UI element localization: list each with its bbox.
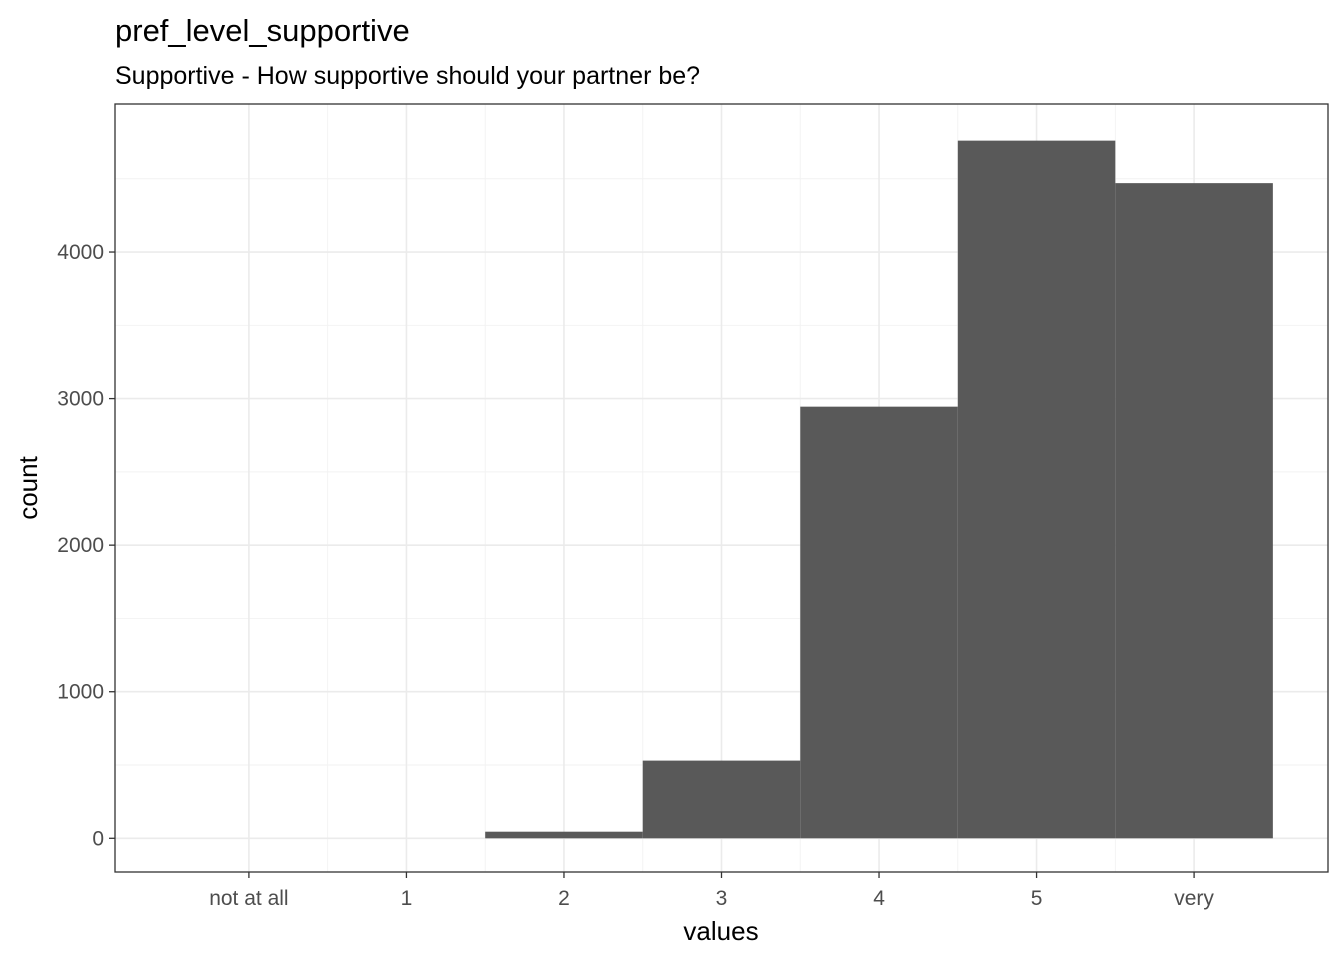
bar-very (1115, 183, 1273, 839)
y-axis-title: count (13, 455, 43, 519)
plot-panel (114, 103, 1329, 873)
bar-3 (642, 760, 801, 839)
bar-5 (957, 140, 1116, 839)
x-tick-label: not at all (209, 887, 288, 910)
x-axis: not at all 1 2 3 4 5 very (209, 872, 1214, 910)
x-tick-label: 5 (1031, 887, 1043, 910)
y-tick-label: 0 (92, 827, 104, 850)
chart-subtitle: Supportive - How supportive should your … (115, 62, 700, 90)
y-tick-label: 1000 (57, 681, 104, 704)
x-axis-title: values (683, 916, 758, 946)
x-tick-label: 3 (716, 887, 728, 910)
bar-4 (800, 406, 958, 839)
bar-2 (485, 831, 643, 839)
y-tick-label: 3000 (57, 388, 104, 411)
y-axis: 0 1000 2000 3000 4000 (57, 241, 115, 850)
chart-title: pref_level_supportive (115, 13, 410, 48)
x-tick-label: 1 (401, 887, 413, 910)
x-tick-label: 2 (558, 887, 570, 910)
y-tick-label: 2000 (57, 534, 104, 557)
bars (485, 140, 1273, 839)
y-tick-label: 4000 (57, 241, 104, 264)
x-tick-label: 4 (873, 887, 885, 910)
x-tick-label: very (1174, 887, 1214, 910)
